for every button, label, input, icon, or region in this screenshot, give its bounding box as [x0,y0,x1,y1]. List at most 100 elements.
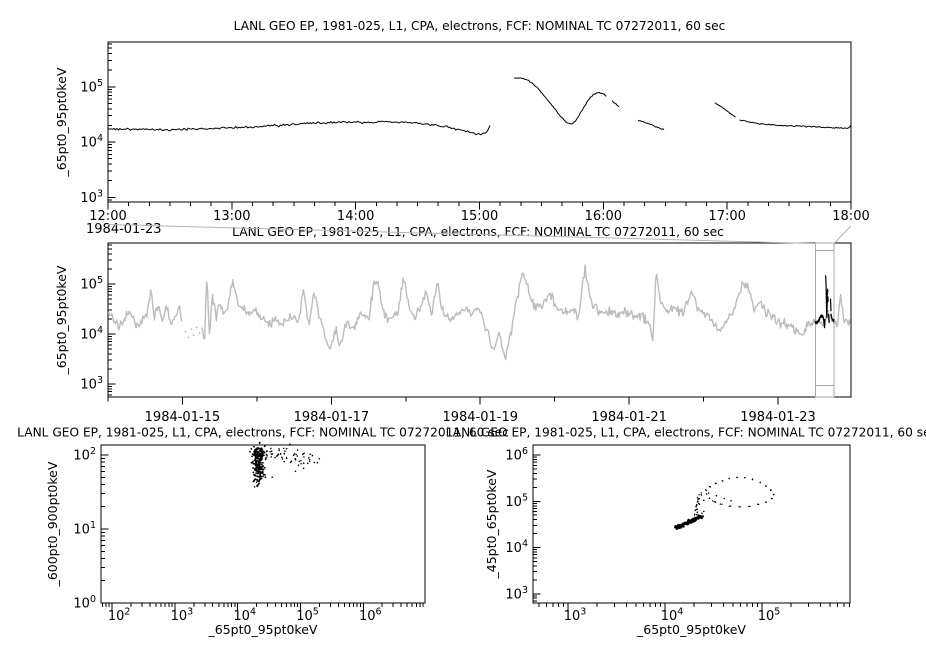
scatter-point [263,454,265,457]
scatter-point [297,464,300,467]
scatter-point [705,489,708,492]
scatter-point [262,475,264,478]
scatter-point [694,513,696,515]
scatter-point [252,471,255,474]
log-tick-label: 102 [73,446,96,464]
panel-scatter_right: 103 104 105 106 103 104 105 [505,444,851,625]
scatter-point [302,453,304,455]
scatter-point [282,447,285,450]
scatter-point [263,445,266,448]
scatter-point [699,515,703,518]
scatter-point [261,463,263,466]
scatter-point [259,466,262,469]
log-tick-label: 105 [758,607,781,625]
scatter-point [728,505,730,507]
scatter-point [303,456,305,458]
scatter-point [256,447,259,449]
scatter-point [261,470,264,473]
scatter-point [695,514,698,516]
scatter-point [697,514,700,517]
scatter-point [251,461,254,464]
scatter-point [730,500,732,502]
scatter-point [292,454,295,457]
scatter-point [318,457,321,460]
scatter-point [296,455,299,457]
scatter-point [249,450,251,453]
scatter-point [703,499,705,502]
scatter-point [293,453,296,455]
scatter-point [748,505,750,508]
scatter-point [696,516,699,519]
log-tick-label: 104 [80,133,103,151]
scatter-point [764,501,767,503]
date-tick-label: 1984-01-21 [591,410,667,425]
scatter-point [285,447,288,450]
scatter-point [262,461,264,464]
zoom-connector-lines [107,224,852,244]
scatter-point [270,450,273,453]
scatter-point [256,457,259,460]
scatter-point [723,497,725,500]
scatter-point [256,480,259,482]
scatter-point [266,450,268,452]
scatter-point [278,448,280,450]
scatter-point [264,476,267,478]
context-gap-point [184,331,187,333]
scatter-point [252,453,255,456]
series-path [827,314,830,324]
detail-x-axis-date-label: 1984-01-23 [86,222,162,237]
plots-render-root: 103 104 105 12:00 13:00 14:00 15:00 16:00 17:00 1… [73,41,870,625]
scatter-point [695,506,697,508]
scatter-point [729,505,732,507]
scatter-point [309,460,311,463]
scatter-point [765,485,767,487]
scatter-point [674,525,677,528]
log-tick-label: 103 [171,607,194,625]
series-path [814,314,826,329]
scatter-point [698,494,700,496]
scatter-point [261,453,264,456]
scatter-point [259,449,261,451]
scatter-point [270,453,273,455]
scatter-point [271,476,274,479]
context-gap-point [187,336,190,339]
connector-line-right [833,225,852,244]
scatter-point [736,476,738,479]
scatter-point [254,453,257,456]
scatter-point [253,459,256,462]
scatter-point [708,497,711,499]
scatter-point [283,460,286,463]
scatter-point [289,461,292,464]
scatter-point [713,500,715,503]
scatter-point [260,477,263,480]
scatter-point [300,459,302,462]
scatter-point [294,470,297,473]
scatter-right-x-axis-label: _65pt0_95pt0keV [636,622,746,637]
panel-detail: 103 104 105 12:00 13:00 14:00 15:00 16:00 17:00 1… [80,41,870,224]
context-panel-title: LANL GEO EP, 1981-025, L1, CPA, electron… [232,225,724,239]
series-path [824,275,829,319]
time-tick-label: 12:00 [89,209,126,224]
log-tick-label: 102 [108,607,131,625]
scatter-point [709,486,712,488]
detail-y-axis-label: _65pt0_95pt0keV [54,67,69,177]
scatter-point [270,447,272,450]
scatter-point [266,455,269,457]
scatter-point [719,503,722,505]
scatter-point [254,474,257,477]
scatter-point [313,461,316,464]
series-path [514,77,607,125]
detail-panel-title: LANL GEO EP, 1981-025, L1, CPA, electron… [234,19,726,33]
connector-line-left [107,224,816,244]
scatter-left-y-axis-label: _600pt0_900pt0keV [45,461,60,587]
log-tick-label: 103 [80,188,103,206]
log-tick-label: 101 [73,520,96,538]
scatter-point [303,452,305,455]
scatter-point [259,471,262,474]
scatter-point [262,451,265,453]
scatter-point [715,482,717,485]
scatter-point [277,453,280,456]
scatter-point [254,464,257,467]
scatter-point [252,462,255,465]
